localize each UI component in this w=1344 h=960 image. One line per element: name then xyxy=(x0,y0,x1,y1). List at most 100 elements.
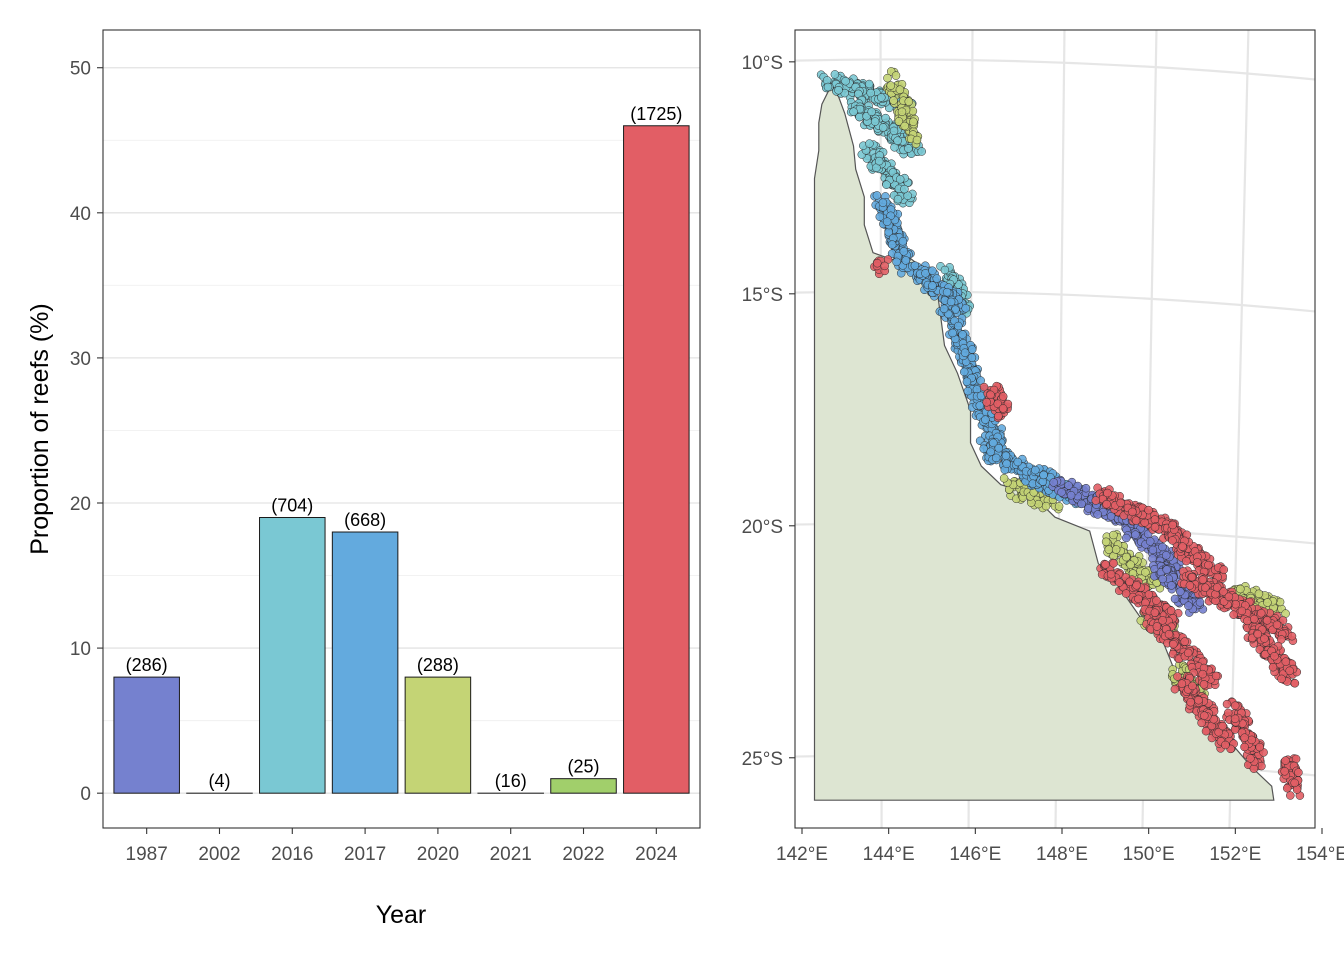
reef-point-2020 xyxy=(909,117,918,127)
reef-point-2016 xyxy=(867,107,876,117)
reef-point-2024 xyxy=(1115,578,1124,587)
bar-chart-x-axis: 1987 2002 2016 2017 2020 2021 2022 2024 xyxy=(126,828,678,865)
reef-point-2024 xyxy=(1270,651,1279,661)
reef-point-2017 xyxy=(939,304,949,314)
reef-point-2020 xyxy=(1141,568,1150,577)
lon-tick-label: 144°E xyxy=(863,844,915,865)
bar-chart-panel-border xyxy=(102,29,701,829)
reef-point-2016 xyxy=(895,175,905,184)
reef-point-1987 xyxy=(1049,478,1058,487)
y-tick-label: 50 xyxy=(70,59,91,80)
reef-point-2024 xyxy=(1221,740,1230,750)
reef-point-2024 xyxy=(1201,726,1211,736)
reef-point-2017 xyxy=(959,367,969,377)
reef-point-1987 xyxy=(1145,537,1155,546)
reef-point-2024 xyxy=(1277,674,1286,684)
reef-point-2017 xyxy=(872,191,882,200)
reef-point-2020 xyxy=(1236,584,1245,594)
reef-point-2024 xyxy=(1253,629,1263,639)
reef-point-2017 xyxy=(892,257,901,267)
reef-point-2017 xyxy=(975,401,985,410)
bar-chart-bars xyxy=(113,125,690,794)
bar-1987 xyxy=(113,676,180,794)
reef-point-2024 xyxy=(1204,560,1213,570)
bar-chart-y-axis-title: Proportion of reefs (%) xyxy=(26,303,54,555)
x-tick-label-2021: 2021 xyxy=(490,844,532,865)
bar-chart-gridlines xyxy=(103,67,700,794)
reef-point-2020 xyxy=(912,135,922,145)
reef-point-2024 xyxy=(1230,714,1240,724)
reef-point-2017 xyxy=(986,447,995,457)
lon-tick-label: 142°E xyxy=(776,844,828,865)
reef-point-2017 xyxy=(989,438,998,448)
reef-point-2017 xyxy=(981,415,990,424)
reef-point-2024 xyxy=(1150,522,1160,532)
reef-point-2017 xyxy=(948,328,957,338)
reef-point-1987 xyxy=(1093,510,1102,519)
reef-point-2024 xyxy=(1223,708,1233,718)
reef-point-1987 xyxy=(1161,551,1171,560)
reef-point-1987 xyxy=(1057,488,1066,497)
reef-point-2016 xyxy=(830,70,840,79)
reef-point-2020 xyxy=(900,121,909,131)
reef-point-2017 xyxy=(962,377,972,386)
reef-point-2017 xyxy=(946,297,956,307)
reef-point-2020 xyxy=(895,85,905,94)
reef-point-2024 xyxy=(1170,684,1180,694)
reef-point-1987 xyxy=(1077,499,1086,509)
x-tick-label-2002: 2002 xyxy=(198,844,240,865)
reef-point-2017 xyxy=(954,321,963,331)
reef-point-2024 xyxy=(1183,648,1193,658)
reef-point-2024 xyxy=(1168,520,1177,530)
reef-point-2020 xyxy=(999,474,1009,483)
reef-point-1987 xyxy=(1122,533,1131,543)
reef-point-2024 xyxy=(1101,560,1110,569)
reef-point-2017 xyxy=(898,237,908,246)
bar-label-2017: (668) xyxy=(344,510,386,530)
reef-point-2024 xyxy=(1222,699,1232,709)
reef-point-2024 xyxy=(1201,583,1210,592)
reef-point-2024 xyxy=(1198,575,1208,584)
bar-chart-x-axis-title: Year xyxy=(376,901,427,929)
reef-point-2020 xyxy=(1122,552,1131,562)
reef-point-2017 xyxy=(942,287,952,297)
reef-point-2024 xyxy=(1188,681,1197,691)
bar-chart-data-labels: (286) (4) (704) (668) (288) (16) (25) (1725) xyxy=(126,104,683,791)
reef-point-2017 xyxy=(928,266,937,275)
reef-point-2024 xyxy=(1125,577,1134,587)
bar-label-2022: (25) xyxy=(568,757,600,777)
reef-point-1987 xyxy=(1176,587,1185,596)
reef-point-1987 xyxy=(1158,574,1167,584)
reef-point-2024 xyxy=(1197,718,1206,728)
reef-point-2017 xyxy=(1039,470,1048,480)
reef-point-2024 xyxy=(1290,778,1299,788)
reef-point-2024 xyxy=(1168,536,1177,545)
reef-point-2024 xyxy=(1186,697,1195,707)
reef-point-2016 xyxy=(874,156,884,166)
reef-point-2024 xyxy=(1268,662,1278,672)
reef-point-2017 xyxy=(910,261,920,270)
x-tick-label-2017: 2017 xyxy=(344,844,386,865)
lon-tick-label: 152°E xyxy=(1209,844,1261,865)
reef-point-2020 xyxy=(1101,537,1111,547)
reef-point-2017 xyxy=(961,304,970,313)
latitude-gridline xyxy=(795,58,1315,81)
reef-point-2016 xyxy=(881,113,890,123)
x-tick-label-2016: 2016 xyxy=(271,844,313,865)
reef-point-1987 xyxy=(1184,601,1193,610)
longitude-gridline xyxy=(1228,30,1250,828)
bar-2024 xyxy=(623,125,690,794)
bar-label-2016: (704) xyxy=(271,496,313,516)
lon-tick-label: 146°E xyxy=(949,844,1001,865)
reef-point-2024 xyxy=(1193,558,1202,567)
reef-point-2016 xyxy=(940,265,950,275)
lat-tick-label: 10°S xyxy=(742,53,783,74)
reef-point-2024 xyxy=(1240,742,1249,752)
reef-point-2020 xyxy=(1111,545,1121,554)
reef-point-2017 xyxy=(882,217,892,226)
x-tick-label-2022: 2022 xyxy=(562,844,604,865)
reef-point-2016 xyxy=(834,85,843,95)
reef-point-2024 xyxy=(1164,629,1174,639)
lon-tick-label: 150°E xyxy=(1123,844,1175,865)
